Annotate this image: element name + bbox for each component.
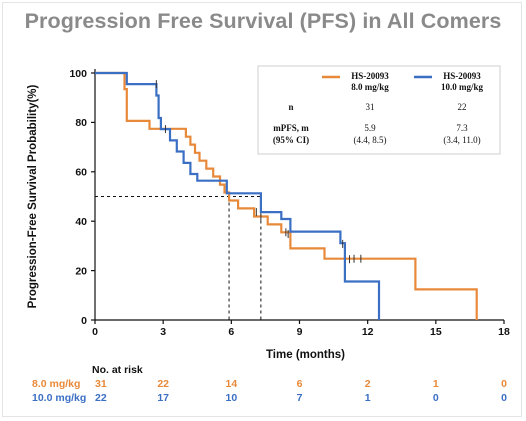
legend-header-1-line2: 8.0 mg/kg (351, 82, 389, 92)
risk-value-2-3: 17 (157, 392, 169, 404)
series-2-line (95, 71, 381, 320)
risk-value-1-0: 31 (95, 378, 107, 390)
legend-mpfs-value-1: 5.9 (364, 123, 376, 133)
legend-frame (257, 65, 501, 155)
legend-ci-value-1: (4.4, 8.5) (354, 135, 387, 145)
risk-value-1-12: 2 (365, 378, 371, 390)
risk-value-1-3: 22 (157, 378, 169, 390)
y-tick-label-20: 20 (75, 265, 87, 277)
y-tick-label-80: 80 (75, 117, 87, 129)
survival-curves (95, 71, 478, 320)
chart-title: Progression Free Survival (PFS) in All C… (24, 9, 502, 33)
legend-mpfs-value-2: 7.3 (456, 123, 468, 133)
figure-frame (2, 2, 522, 417)
x-tick-label-9: 9 (297, 326, 303, 338)
y-tick-label-100: 100 (69, 68, 87, 80)
risk-value-1-9: 6 (297, 378, 303, 390)
legend-header-2-line2: 10.0 mg/kg (441, 82, 484, 92)
risk-value-2-0: 22 (95, 392, 107, 404)
risk-value-1-18: 0 (501, 378, 507, 390)
median-guides (95, 196, 262, 320)
y-tick-label-60: 60 (75, 167, 87, 179)
x-tick-label-18: 18 (498, 326, 510, 338)
risk-value-1-6: 14 (225, 378, 237, 390)
risk-row-label-1: 8.0 mg/kg (32, 378, 80, 390)
legend-header-1-line1: HS-20093 (351, 71, 389, 81)
y-tick-label-0: 0 (81, 315, 87, 327)
legend-row-n-label: n (288, 102, 293, 112)
x-axis-title: Time (months) (266, 349, 345, 361)
y-tick-label-40: 40 (75, 216, 87, 228)
axes: 0 20 40 60 80 100 0 3 6 9 12 15 18 Time (months) Progr… (27, 68, 510, 361)
legend-ci-value-2: (3.4, 11.0) (443, 135, 480, 145)
risk-value-2-15: 0 (433, 392, 439, 404)
x-tick-label-3: 3 (160, 326, 166, 338)
legend-n-value-2: 22 (458, 102, 467, 112)
legend-n-value-1: 31 (366, 102, 375, 112)
x-tick-label-0: 0 (92, 326, 98, 338)
risk-value-1-15: 1 (433, 378, 439, 390)
x-tick-label-12: 12 (362, 326, 374, 338)
risk-row-label-2: 10.0 mg/kg (32, 392, 86, 404)
risk-value-2-9: 7 (297, 392, 303, 404)
series-1-line (95, 71, 478, 320)
x-tick-label-6: 6 (228, 326, 234, 338)
legend-row-mpfs-label: mPFS, m (273, 123, 309, 133)
risk-value-2-18: 0 (501, 392, 507, 404)
legend-header-2-line1: HS-20093 (443, 71, 481, 81)
legend-row-ci-label: (95% CI) (273, 135, 309, 145)
risk-value-2-6: 10 (225, 392, 237, 404)
x-tick-label-15: 15 (430, 326, 442, 338)
y-axis-title: Progression-Free Survival Probability(%) (27, 84, 39, 308)
risk-value-2-12: 1 (365, 392, 371, 404)
risk-table-title: No. at risk (92, 364, 143, 376)
